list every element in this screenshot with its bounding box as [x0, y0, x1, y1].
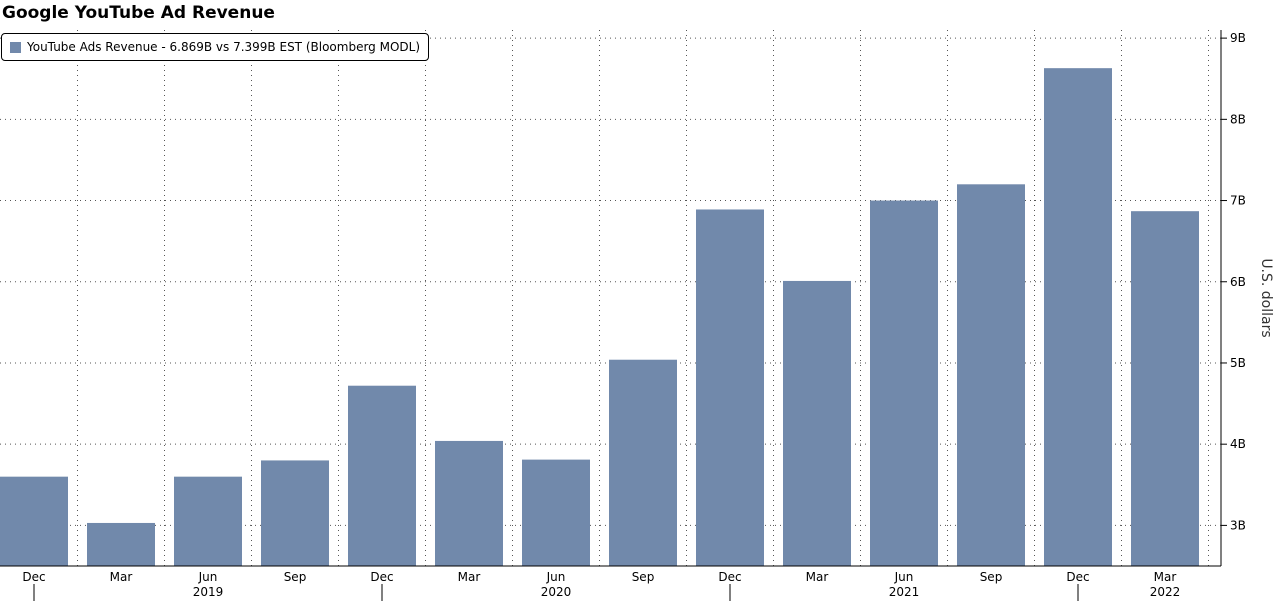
bar — [87, 522, 155, 566]
y-axis-title: U.S. dollars — [1258, 258, 1274, 337]
legend-label: YouTube Ads Revenue - 6.869B vs 7.399B E… — [27, 40, 421, 54]
x-tick-label: Jun — [198, 570, 218, 584]
x-tick-label: Dec — [1066, 570, 1089, 584]
y-tick-label: 3B — [1230, 518, 1246, 532]
bar — [348, 385, 416, 566]
x-tick-label: Mar — [110, 570, 133, 584]
bar — [609, 359, 677, 566]
x-tick-label: Sep — [980, 570, 1003, 584]
x-tick-label: Jun — [546, 570, 566, 584]
bar — [783, 280, 851, 566]
legend-swatch — [10, 41, 21, 53]
bar — [1131, 211, 1199, 566]
x-tick-label: Dec — [370, 570, 393, 584]
bar — [174, 476, 242, 566]
x-tick-label: Mar — [1154, 570, 1177, 584]
y-tick-label: 6B — [1230, 275, 1246, 289]
y-tick-label: 7B — [1230, 194, 1246, 208]
x-year-label: 2019 — [193, 585, 224, 599]
x-tick-label: Dec — [718, 570, 741, 584]
y-tick-label: 4B — [1230, 437, 1246, 451]
bar — [435, 440, 503, 566]
x-tick-label: Mar — [458, 570, 481, 584]
bar — [957, 184, 1025, 566]
x-tick-label: Sep — [284, 570, 307, 584]
x-tick-label: Mar — [806, 570, 829, 584]
bar — [870, 200, 938, 566]
y-tick-label: 5B — [1230, 356, 1246, 370]
x-year-label: 2022 — [1150, 585, 1181, 599]
bar — [0, 476, 68, 566]
chart-title: Google YouTube Ad Revenue — [2, 3, 275, 23]
y-tick-label: 8B — [1230, 112, 1246, 126]
chart-legend: YouTube Ads Revenue - 6.869B vs 7.399B E… — [1, 33, 430, 61]
x-tick-label: Jun — [894, 570, 914, 584]
x-tick-label: Dec — [22, 570, 45, 584]
y-tick-label: 9B — [1230, 31, 1246, 45]
bar — [261, 460, 329, 566]
x-tick-label: Sep — [632, 570, 655, 584]
bar — [1044, 68, 1112, 566]
bar — [522, 459, 590, 566]
x-year-label: 2020 — [541, 585, 572, 599]
x-year-label: 2021 — [889, 585, 920, 599]
bar — [696, 209, 764, 566]
